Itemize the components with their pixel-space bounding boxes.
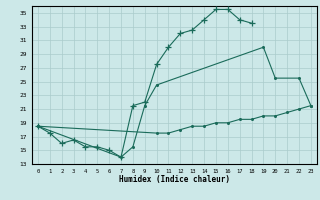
X-axis label: Humidex (Indice chaleur): Humidex (Indice chaleur) (119, 175, 230, 184)
